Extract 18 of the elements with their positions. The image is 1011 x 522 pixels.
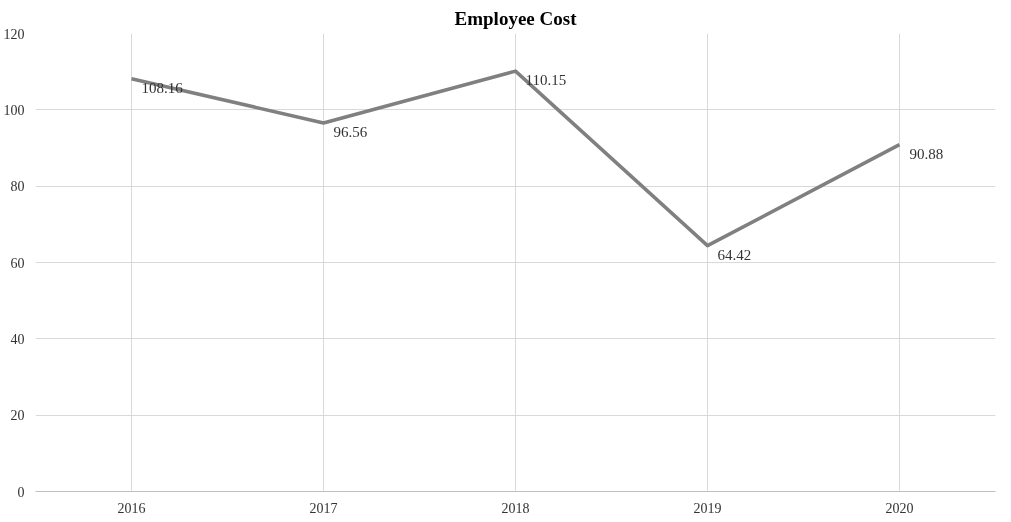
- data-label: 110.15: [525, 72, 567, 89]
- y-tick-label: 60: [10, 255, 25, 271]
- y-tick-label: 0: [17, 484, 25, 500]
- x-tick-label: 2017: [309, 500, 338, 516]
- x-tick-label: 2016: [117, 500, 146, 516]
- x-tick-label: 2018: [501, 500, 530, 516]
- y-tick-label: 80: [10, 179, 25, 195]
- line-series: [129, 69, 902, 248]
- y-tick-label: 20: [10, 408, 25, 424]
- data-label: 96.56: [333, 123, 368, 140]
- y-tick-label: 40: [10, 331, 25, 347]
- y-tick-label: 120: [3, 26, 25, 42]
- chart-title: Employee Cost: [454, 7, 578, 29]
- data-label: 90.88: [909, 145, 944, 162]
- y-tick-label: 100: [3, 102, 25, 118]
- x-tick-label: 2019: [693, 500, 722, 516]
- x-tick-label: 2020: [885, 500, 914, 516]
- data-label: 64.42: [717, 246, 752, 263]
